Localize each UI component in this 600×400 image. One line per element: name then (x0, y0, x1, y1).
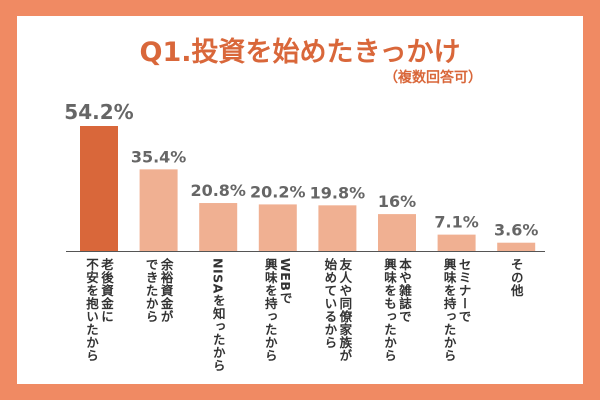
category-label: NISAを知ったから (210, 258, 226, 372)
bar (437, 234, 476, 251)
data-label: 54.2% (64, 100, 133, 124)
data-label: 7.1% (434, 213, 478, 232)
chart-subtitle: （複数回答可） (384, 70, 482, 86)
data-label: 19.8% (310, 183, 366, 202)
category-label: 老後資金に 不安を抱いたから (84, 258, 114, 362)
category-label: 余裕資金が できたから (143, 258, 174, 323)
data-label: 35.4% (131, 147, 187, 166)
bar (378, 214, 416, 251)
bar (497, 242, 536, 251)
bar (318, 205, 357, 251)
category-label: WEBで 興味を持ったから (262, 258, 293, 362)
bar (80, 126, 118, 251)
data-label: 3.6% (494, 221, 538, 240)
data-label: 20.2% (250, 182, 306, 201)
data-label: 16% (378, 192, 416, 211)
chart-title: Q1.投資を始めたきっかけ (139, 37, 461, 68)
category-label: その他 (508, 258, 524, 297)
category-label: 本や雑誌で 興味をもったから (382, 258, 412, 362)
bar (258, 204, 297, 251)
bar (199, 203, 238, 251)
category-label: セミナーで 興味を持ったから (441, 258, 472, 362)
data-label: 20.8% (190, 181, 246, 200)
bar (139, 169, 178, 251)
category-label: 友人や同僚家族が 始めているから (322, 258, 353, 362)
